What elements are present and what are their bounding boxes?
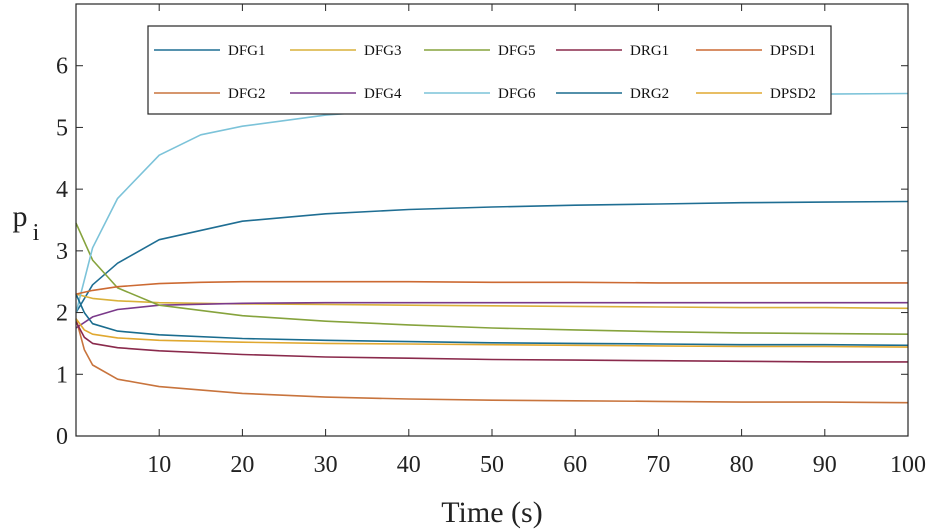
series-line-dpsd1	[75, 280, 908, 295]
series-line-dpsd2	[75, 318, 909, 348]
y-axis-label-main: p	[13, 200, 28, 233]
legend-label: DFG4	[364, 86, 402, 102]
x-axis-label: Time (s)	[441, 496, 542, 529]
legend-entry-dpsd1: DPSD1	[696, 43, 816, 59]
legend-label: DFG2	[228, 86, 266, 102]
x-tick-label: 40	[397, 452, 421, 478]
legend-entry-dfg3: DFG3	[290, 43, 402, 59]
legend-label: DPSD1	[770, 43, 816, 59]
legend-entry-dfg6: DFG6	[424, 86, 536, 102]
legend-box	[147, 25, 832, 115]
x-tick-label: 100	[890, 452, 926, 478]
legend-label: DRG2	[630, 86, 669, 102]
x-tick-label: 50	[480, 452, 504, 478]
x-tick-label: 10	[147, 452, 171, 478]
y-axis-label: p i	[13, 200, 40, 246]
legend-label: DFG5	[498, 43, 536, 59]
y-tick-label: 5	[56, 115, 68, 141]
legend-label: DFG3	[364, 43, 402, 59]
y-tick-label: 6	[56, 54, 68, 80]
x-tick-label: 30	[314, 452, 338, 478]
legend: DFG1 DFG3 DFG5 DRG1 DPSD1 DFG2 DFG4 DFG6 DRG2 DPS…	[147, 25, 832, 115]
ticks-layer: 10 20 30 40 50 60 70 80 90 100 0 1 2 3 4 5 6	[56, 4, 926, 478]
series-line-dfg5	[75, 222, 909, 335]
series-line-drg2	[75, 293, 909, 347]
legend-entry-drg2: DRG2	[556, 86, 669, 102]
legend-entry-dfg4: DFG4	[290, 86, 402, 102]
y-tick-label: 2	[56, 301, 68, 327]
series-line-dfg1	[75, 200, 909, 314]
x-tick-label: 90	[813, 452, 837, 478]
legend-entry-dfg1: DFG1	[154, 43, 266, 59]
legend-label: DPSD2	[770, 86, 816, 102]
legend-entry-drg1: DRG1	[556, 43, 669, 59]
legend-label: DRG1	[630, 43, 669, 59]
y-tick-label: 1	[56, 362, 68, 388]
legend-entry-dpsd2: DPSD2	[696, 86, 816, 102]
series-line-drg1	[75, 321, 908, 363]
y-tick-label: 3	[56, 239, 68, 265]
series-line-dfg4	[75, 301, 908, 329]
x-tick-label: 70	[646, 452, 670, 478]
y-tick-label: 0	[56, 424, 68, 450]
x-tick-label: 60	[563, 452, 587, 478]
x-tick-label: 20	[230, 452, 254, 478]
series-line-dfg2	[75, 318, 909, 404]
legend-entry-dfg2: DFG2	[154, 86, 266, 102]
series-line-dfg3	[75, 293, 909, 310]
y-tick-label: 4	[56, 177, 68, 203]
x-tick-label: 80	[730, 452, 754, 478]
y-axis-label-subscript: i	[33, 220, 40, 246]
legend-entry-dfg5: DFG5	[424, 43, 536, 59]
legend-label: DFG1	[228, 43, 266, 59]
legend-label: DFG6	[498, 86, 536, 102]
